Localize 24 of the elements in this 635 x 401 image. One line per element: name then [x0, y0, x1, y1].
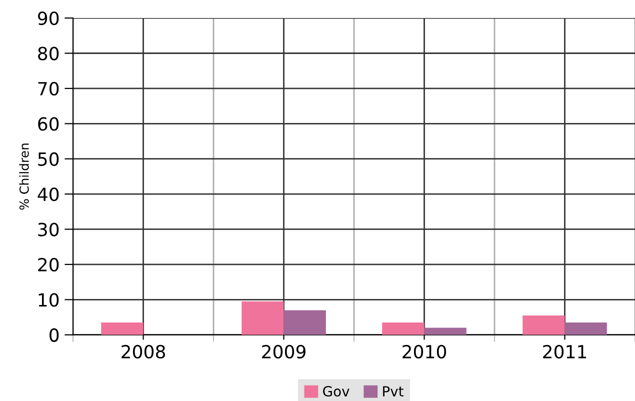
bar [284, 310, 326, 335]
bar [242, 301, 284, 335]
bar [101, 322, 144, 335]
bar [564, 322, 607, 335]
y-tick-label: 30 [38, 222, 59, 236]
x-tick-label: 2010 [402, 344, 446, 359]
y-tick-label: 40 [38, 188, 59, 202]
y-tick-label: 20 [38, 258, 59, 272]
y-tick-label: 90 [38, 12, 59, 26]
bar [522, 315, 565, 335]
y-tick-label: 50 [38, 152, 59, 166]
y-tick-label: 60 [38, 117, 59, 131]
bar [424, 328, 466, 335]
x-tick-label: 2009 [262, 344, 306, 359]
x-tick-label: 2011 [543, 344, 586, 359]
y-axis-title: % Children [19, 144, 29, 210]
y-tick-label: 10 [38, 293, 59, 307]
legend-label: Gov [323, 386, 350, 397]
x-tick-label: 2008 [122, 344, 166, 359]
y-tick-label: 0 [50, 328, 59, 342]
bar [382, 322, 424, 335]
y-tick-label: 80 [38, 46, 59, 60]
y-tick-label: 70 [38, 82, 59, 96]
legend-label: Pvt [383, 386, 404, 396]
